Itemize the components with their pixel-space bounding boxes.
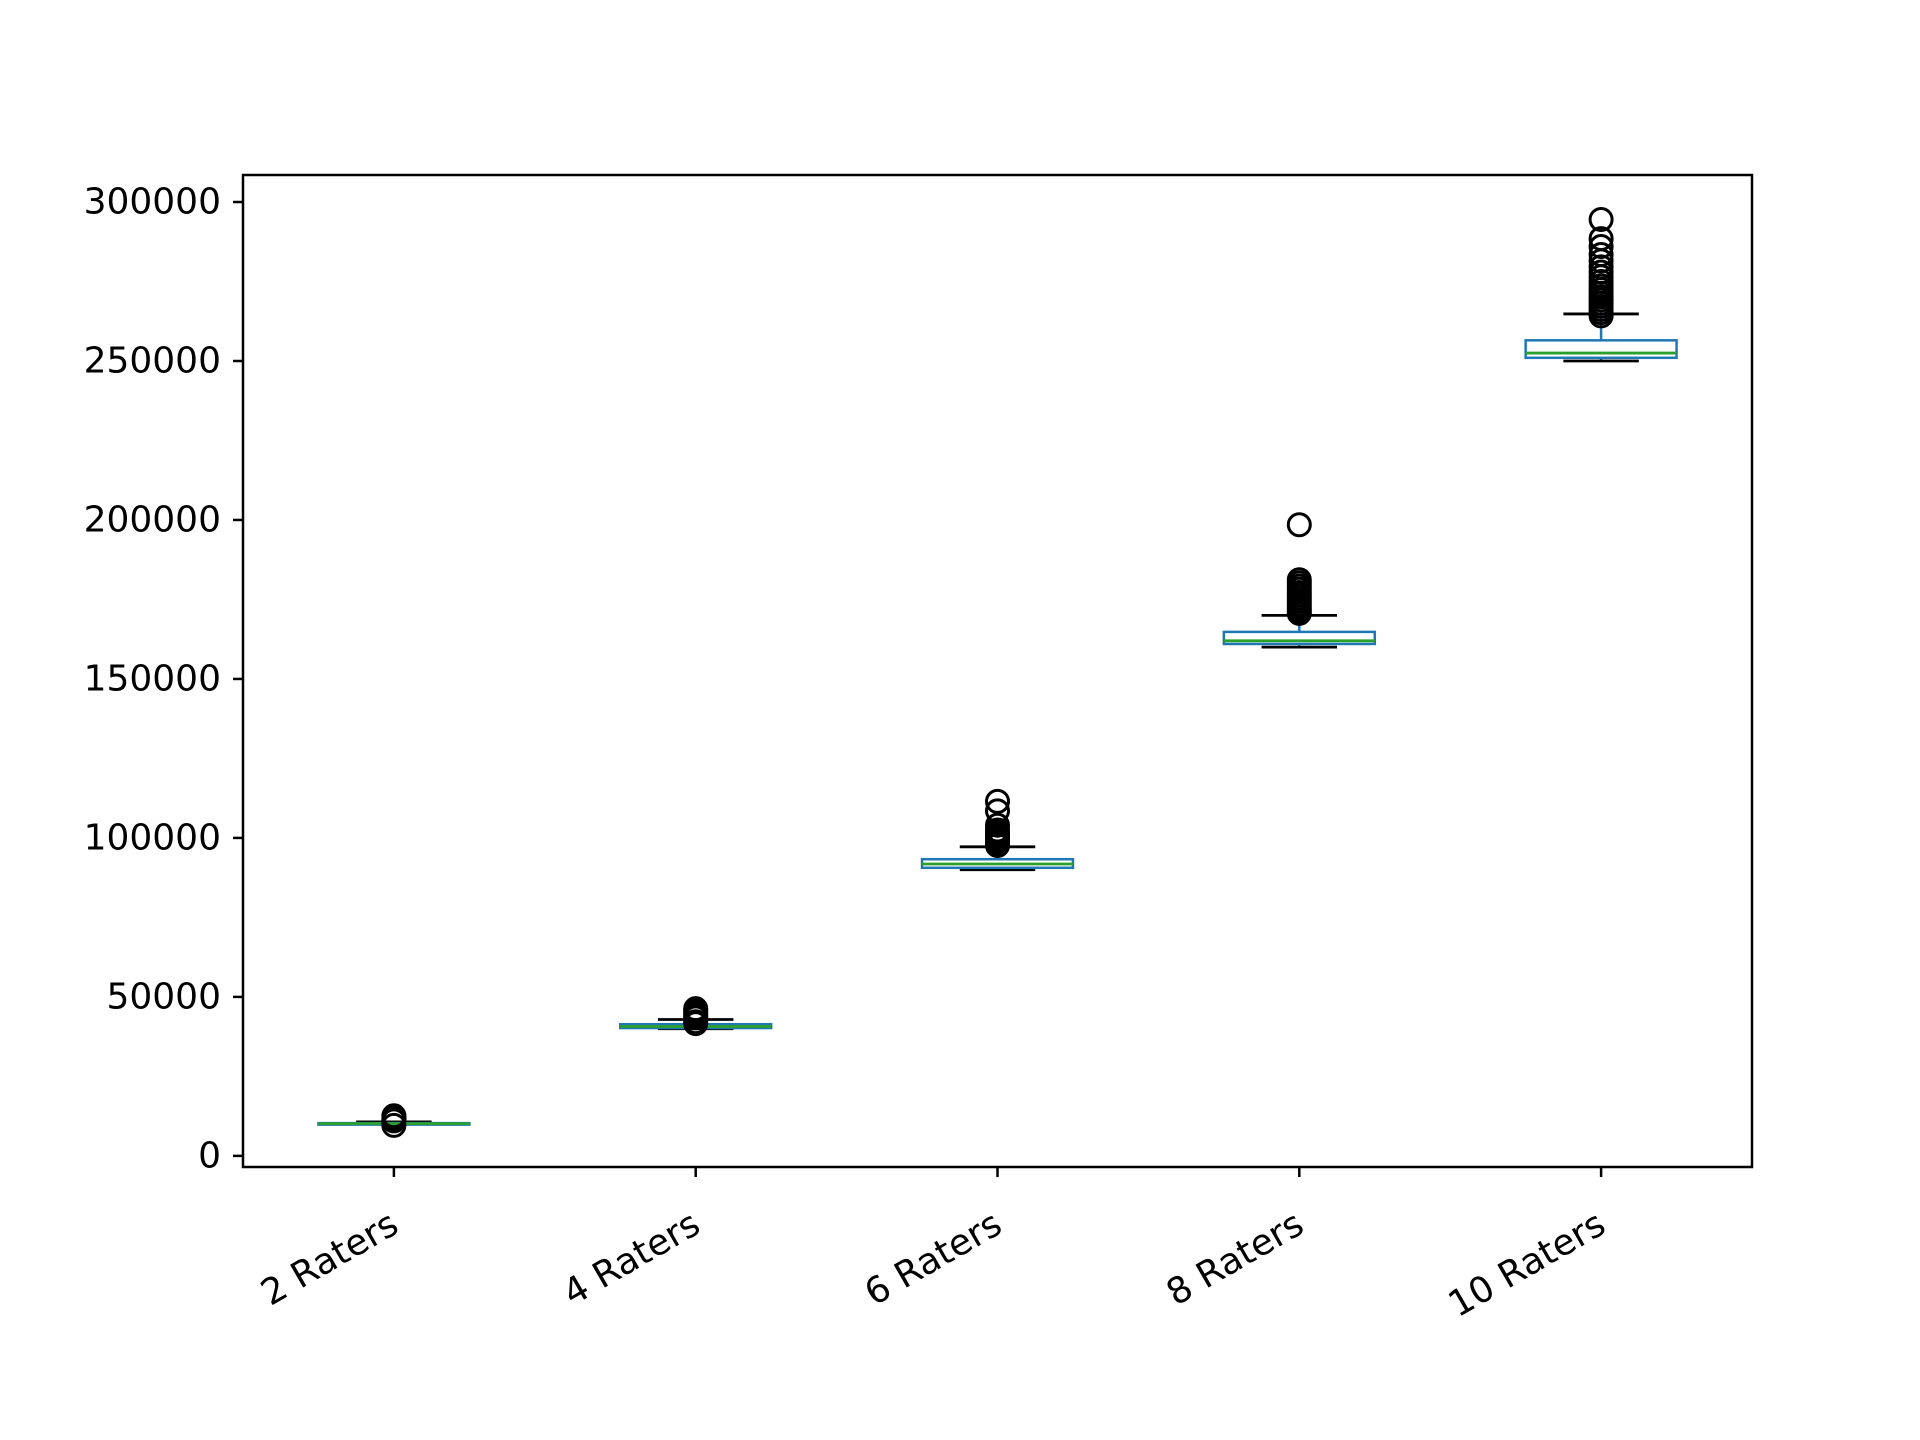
outlier-point xyxy=(1286,512,1312,538)
outlier-point xyxy=(381,1112,407,1138)
box-2-raters xyxy=(317,1120,471,1126)
y-tick-label: 200000 xyxy=(84,499,221,540)
outlier-point xyxy=(683,996,709,1022)
iqr-box xyxy=(1524,339,1678,360)
y-tick-label: 0 xyxy=(198,1135,221,1176)
outlier-point xyxy=(1588,254,1614,280)
outlier-point xyxy=(1286,567,1312,593)
iqr-box xyxy=(1222,630,1376,646)
outlier-point xyxy=(1588,241,1614,267)
y-tick-label: 150000 xyxy=(84,658,221,699)
plot-area xyxy=(243,175,1752,1167)
outlier-point xyxy=(985,798,1010,824)
y-tick-label: 50000 xyxy=(106,976,221,1017)
outlier-point xyxy=(1588,226,1614,252)
fliers-layer xyxy=(381,207,1614,1138)
outlier-point xyxy=(985,812,1010,838)
outlier-point xyxy=(683,1011,709,1037)
y-axis: 0 50000 100000 150000 200000 250000 300000 xyxy=(84,182,243,1176)
box-8-raters xyxy=(1222,613,1376,649)
y-tick-label: 300000 xyxy=(84,182,221,223)
boxes-layer xyxy=(317,312,1678,1126)
outlier-point xyxy=(985,788,1010,814)
y-tick-label: 100000 xyxy=(84,817,221,858)
outlier-point xyxy=(1588,234,1614,260)
outlier-point xyxy=(381,1103,407,1129)
y-tick-label: 250000 xyxy=(84,341,221,382)
outlier-point xyxy=(1588,207,1614,233)
